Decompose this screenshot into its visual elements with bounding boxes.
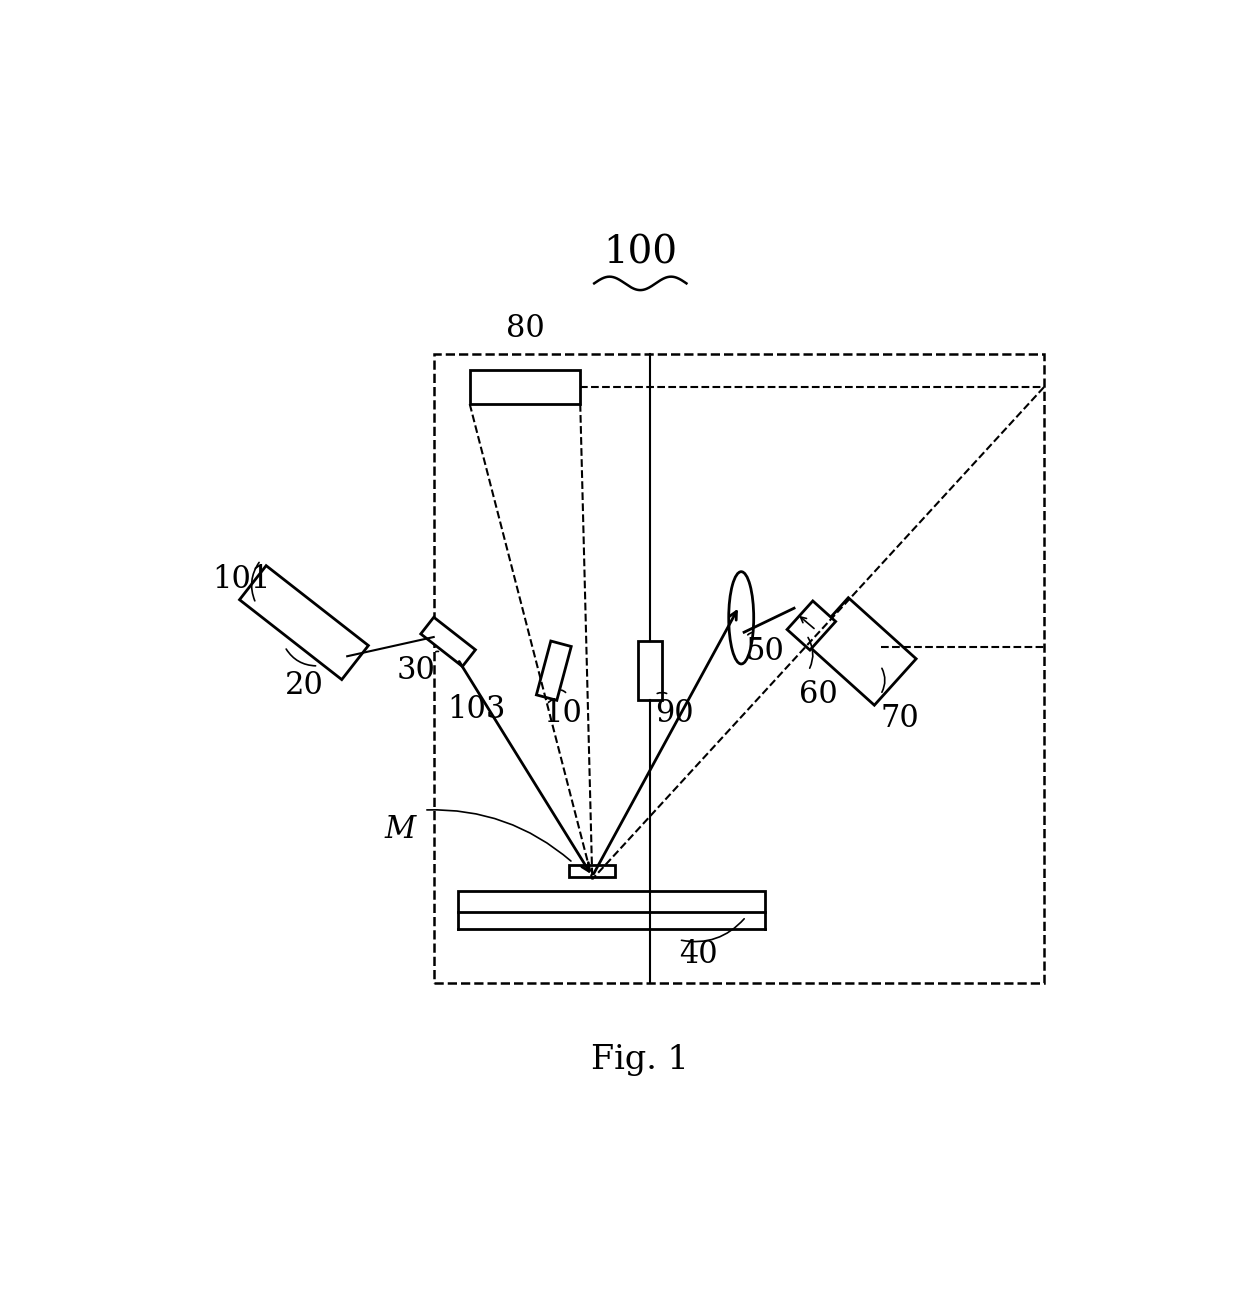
Text: M: M — [384, 814, 415, 845]
Text: 20: 20 — [284, 670, 324, 700]
Bar — [637, 641, 662, 700]
Text: 40: 40 — [678, 939, 717, 970]
Text: 90: 90 — [655, 698, 693, 729]
Text: 50: 50 — [745, 636, 785, 667]
Text: 10: 10 — [543, 698, 582, 729]
Ellipse shape — [729, 571, 754, 664]
Bar — [239, 565, 368, 680]
Text: 60: 60 — [799, 680, 837, 711]
Bar — [787, 601, 836, 650]
Text: Fig. 1: Fig. 1 — [591, 1044, 689, 1076]
Text: 101: 101 — [212, 564, 270, 595]
Bar — [458, 890, 765, 912]
Bar — [470, 370, 580, 404]
Text: 80: 80 — [506, 313, 544, 344]
Text: 30: 30 — [397, 655, 435, 686]
Text: 100: 100 — [603, 235, 677, 271]
Bar — [569, 864, 615, 877]
Bar — [420, 617, 475, 667]
Bar — [806, 597, 916, 706]
Text: 103: 103 — [448, 694, 506, 725]
Bar — [434, 353, 1044, 983]
Bar — [537, 641, 572, 700]
Text: 70: 70 — [880, 703, 919, 734]
